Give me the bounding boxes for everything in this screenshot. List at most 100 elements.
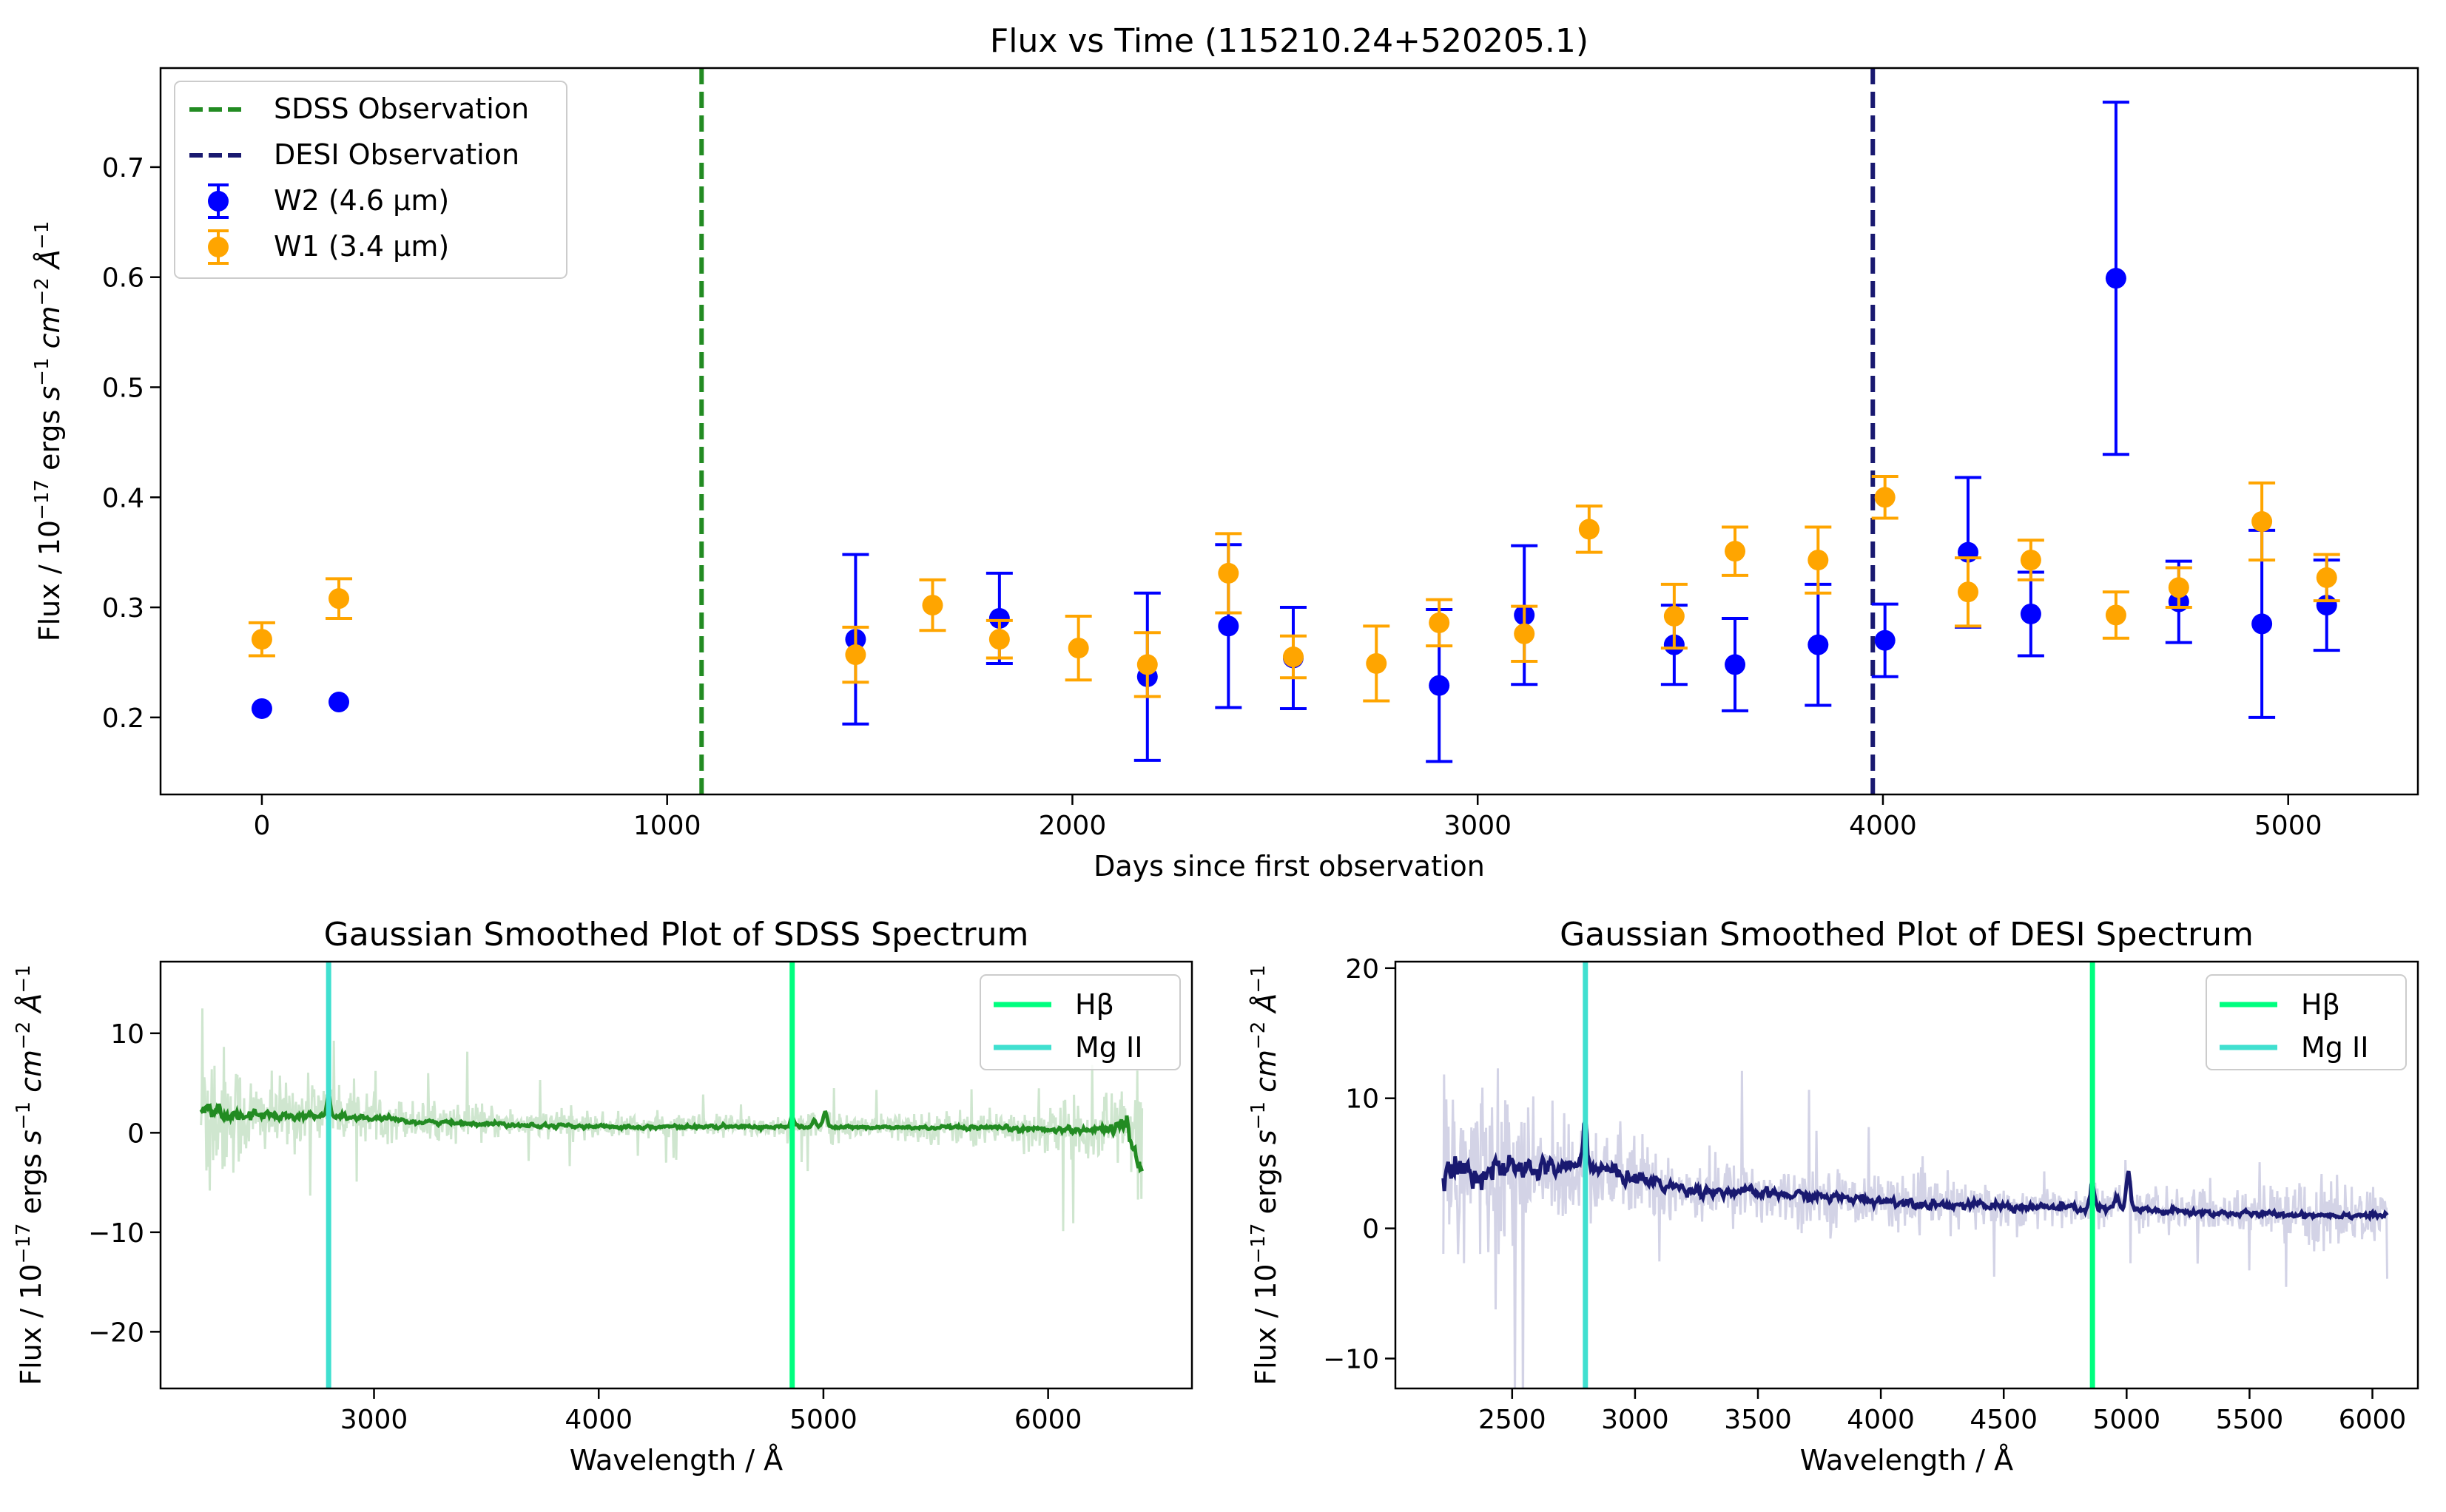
legend-marker — [208, 191, 229, 212]
y-axis-label: Flux / 10−17 ergs s−1 cm−2 Å−1 — [31, 221, 66, 641]
x-tick-label: 2500 — [1478, 1405, 1546, 1435]
data-point — [1807, 634, 1829, 655]
data-point — [2020, 603, 2041, 624]
data-point — [1725, 541, 1746, 562]
y-axis-label: Flux / 10−17 ergs s−1 cm−2 Å−1 — [13, 965, 47, 1385]
data-point — [329, 588, 350, 610]
x-tick-label: 5000 — [789, 1405, 858, 1435]
ylabel-part: Flux / 10 — [1250, 1263, 1282, 1385]
y-tick-label: −10 — [1323, 1345, 1379, 1375]
y-tick-label: 0.7 — [102, 153, 144, 183]
ylabel-superscript: −17 — [31, 479, 53, 520]
data-point — [1874, 487, 1896, 508]
data-point — [1514, 623, 1535, 644]
x-tick-label: 3000 — [1601, 1405, 1669, 1435]
data-point — [1429, 612, 1450, 633]
ylabel-part: cm — [15, 1050, 47, 1101]
x-tick-label: 5500 — [2216, 1405, 2284, 1435]
x-tick-label: 5000 — [2093, 1405, 2161, 1435]
x-tick-label: 2000 — [1039, 811, 1107, 841]
y-tick-label: 0.4 — [102, 483, 144, 513]
legend: Hβ Mg II — [980, 974, 1181, 1070]
ylabel-superscript: −17 — [1247, 1224, 1270, 1264]
smoothed-spectrum — [1441, 1116, 2389, 1223]
data-point — [2105, 268, 2126, 289]
ylabel-part: s — [1250, 1130, 1282, 1144]
y-tick-label: 0.3 — [102, 593, 144, 624]
ylabel-part: ergs — [1250, 1144, 1282, 1223]
plot-frame — [1394, 960, 2419, 1390]
legend: Hβ Mg II — [2206, 974, 2407, 1070]
x-axis-label: Wavelength / Å — [1800, 1444, 2013, 1476]
x-tick-label: 3000 — [340, 1405, 408, 1435]
data-point — [2316, 567, 2337, 588]
x-tick-label: 6000 — [1014, 1405, 1082, 1435]
y-tick-label: 20 — [1345, 954, 1379, 985]
ylabel-part: Å — [33, 249, 66, 277]
legend-label: W1 (3.4 µm) — [274, 230, 449, 263]
ylabel-part: cm — [33, 306, 66, 357]
data-point — [2020, 550, 2041, 571]
y-tick-label: 0 — [127, 1118, 144, 1149]
legend-label: Hβ — [1075, 988, 1114, 1021]
legend-label: Mg II — [1075, 1031, 1142, 1064]
data-point — [1136, 654, 1158, 675]
chart-title: Flux vs Time (115210.24+520205.1) — [990, 22, 1588, 60]
data-point — [1725, 654, 1746, 675]
data-point — [1957, 581, 1978, 603]
ylabel-superscript: −1 — [31, 357, 53, 385]
legend-box — [174, 81, 567, 279]
x-tick-label: 4000 — [1847, 1405, 1915, 1435]
legend-label: W2 (4.6 µm) — [274, 184, 449, 217]
ylabel-part: Å — [15, 993, 47, 1022]
legend-label: Hβ — [2301, 988, 2340, 1021]
ylabel-part: ergs — [33, 401, 66, 479]
ylabel-superscript: −1 — [13, 965, 35, 993]
panel-1-axes: 3000 4000 5000 6000 −20 −10 0 10 Gaussian Smooth… — [88, 916, 1193, 1476]
plot-frame — [159, 960, 1193, 1390]
data-point — [2251, 511, 2273, 533]
y-tick-label: −10 — [88, 1218, 144, 1249]
x-tick-label: 1000 — [633, 811, 701, 841]
data-point — [1218, 615, 1239, 637]
data-point — [1429, 675, 1450, 696]
flux-vs-time-plot — [248, 68, 2340, 794]
ylabel-part: Å — [1250, 993, 1282, 1022]
data-point — [1366, 652, 1387, 674]
legend-label: DESI Observation — [274, 138, 519, 171]
x-tick-label: 6000 — [2339, 1405, 2407, 1435]
x-tick-label: 4000 — [565, 1405, 633, 1435]
data-point — [251, 629, 272, 650]
spectrum-1-plot — [199, 962, 1144, 1388]
plot-frame — [159, 67, 2419, 796]
ylabel-superscript: −2 — [1247, 1022, 1270, 1050]
ylabel-part: cm — [1250, 1050, 1282, 1101]
legend-label: SDSS Observation — [274, 92, 529, 125]
panel-0-axes: 0 1000 2000 3000 4000 5000 0.2 0.3 0.4 0.5 0.6 0.7 F… — [102, 22, 2419, 882]
ylabel-superscript: −1 — [13, 1101, 35, 1130]
data-point — [845, 644, 866, 666]
panel-2-axes: 2500 3000 3500 4000 4500 5000 5500 6000 −10 0 10 20… — [1323, 916, 2419, 1476]
y-tick-label: −20 — [88, 1317, 144, 1348]
data-point — [1663, 605, 1685, 627]
ylabel-superscript: −2 — [13, 1022, 35, 1050]
data-point — [1282, 647, 1304, 668]
y-tick-label: 10 — [1345, 1084, 1379, 1115]
ylabel-superscript: −2 — [31, 277, 53, 306]
data-point — [922, 595, 943, 616]
data-point — [988, 607, 1010, 629]
x-tick-label: 4500 — [1970, 1405, 2038, 1435]
x-tick-label: 5000 — [2254, 811, 2322, 841]
data-point — [251, 698, 272, 719]
x-axis-label: Days since first observation — [1094, 850, 1485, 882]
x-axis-label: Wavelength / Å — [570, 1444, 783, 1476]
ylabel-part: ergs — [15, 1144, 47, 1223]
data-point — [329, 692, 350, 713]
ylabel-superscript: −1 — [1247, 1101, 1270, 1130]
y-tick-label: 0 — [1362, 1215, 1379, 1245]
ylabel-part: s — [33, 386, 66, 401]
y-tick-label: 0.5 — [102, 373, 144, 403]
x-tick-label: 4000 — [1849, 811, 1917, 841]
ylabel-superscript: −1 — [31, 221, 53, 249]
